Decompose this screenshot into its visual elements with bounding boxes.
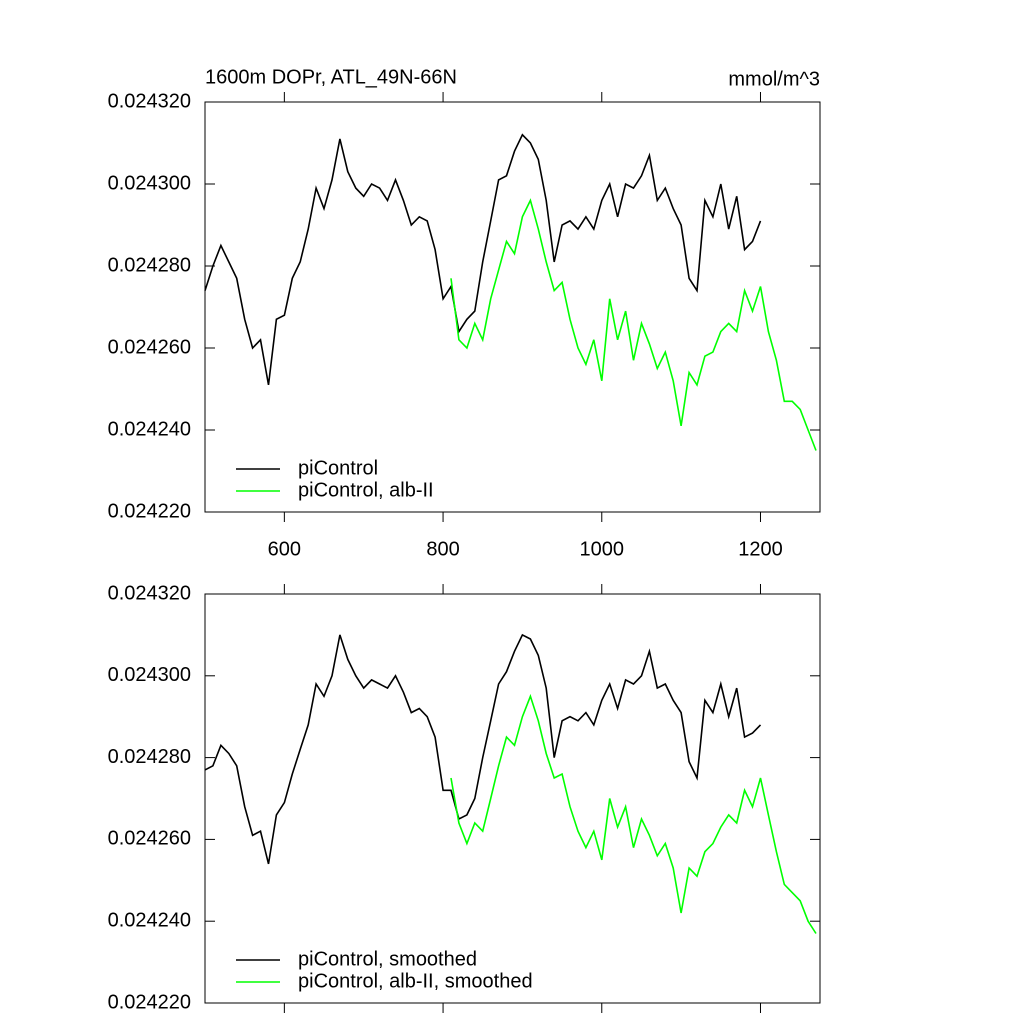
y-tick-label: 0.024320: [108, 90, 191, 112]
series-line: [204, 133, 762, 386]
y-tick-label: 0.024240: [108, 909, 191, 931]
x-tick-label: 1200: [738, 538, 783, 560]
y-tick-label: 0.024280: [108, 254, 191, 276]
y-tick-label: 0.024320: [108, 582, 191, 604]
y-tick-label: 0.024300: [108, 664, 191, 686]
x-tick-label: 600: [268, 538, 301, 560]
legend-label: piControl, alb-II, smoothed: [298, 970, 533, 992]
chart-title: 1600m DOPr, ATL_49N-66N: [205, 66, 457, 88]
series-line: [204, 633, 762, 865]
y-tick-label: 0.024300: [108, 172, 191, 194]
series-line: [450, 198, 817, 451]
series-line: [450, 693, 817, 934]
units-label: mmol/m^3: [728, 68, 820, 90]
x-tick-label: 1000: [580, 538, 625, 560]
legend-label: piControl, alb-II: [298, 479, 434, 501]
legend-label: piControl: [298, 457, 378, 479]
y-tick-label: 0.024220: [108, 991, 191, 1013]
legend-label: piControl, smoothed: [298, 948, 477, 970]
plot-frame: [204, 101, 821, 513]
y-tick-label: 0.024280: [108, 746, 191, 768]
y-tick-label: 0.024260: [108, 828, 191, 850]
x-tick-label: 800: [426, 538, 459, 560]
plot-frame: [204, 593, 821, 1004]
y-tick-label: 0.024260: [108, 336, 191, 358]
y-tick-label: 0.024220: [108, 500, 191, 522]
y-tick-label: 0.024240: [108, 418, 191, 440]
